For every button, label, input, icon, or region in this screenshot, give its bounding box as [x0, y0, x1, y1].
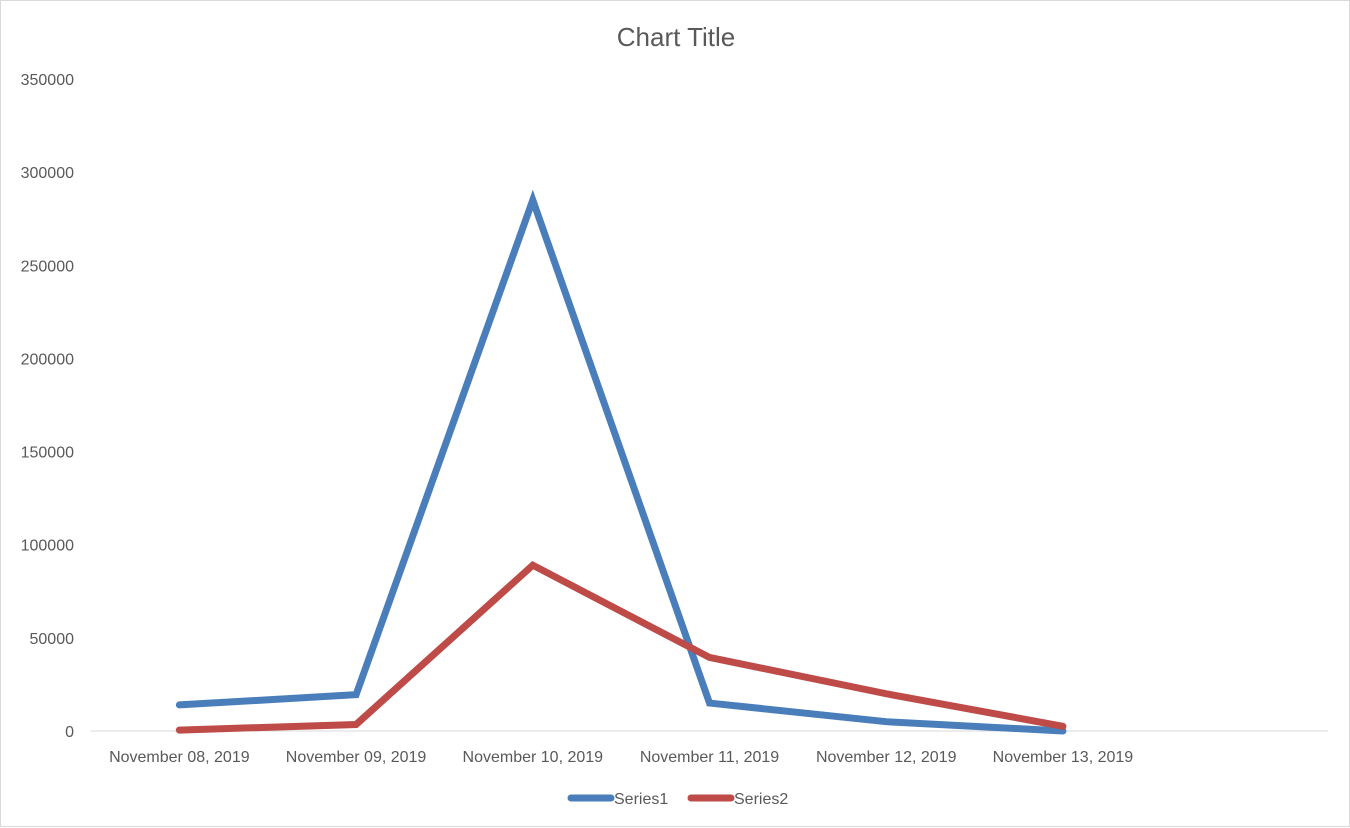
x-tick-label: November 10, 2019: [463, 749, 604, 766]
legend-label-2: Series2: [734, 791, 788, 808]
y-tick-label: 100000: [21, 538, 74, 555]
chart-title: Chart Title: [617, 22, 736, 52]
y-axis-ticks: 0 50000 100000 150000 200000 250000 300000 3500…: [21, 72, 74, 741]
x-tick-label: November 08, 2019: [109, 749, 250, 766]
y-tick-label: 0: [65, 724, 74, 741]
series-line-2: [175, 560, 1067, 734]
series-lines: [175, 189, 1067, 735]
x-tick-label: November 09, 2019: [286, 749, 427, 766]
x-tick-label: November 13, 2019: [993, 749, 1134, 766]
legend-label-1: Series1: [614, 791, 668, 808]
y-tick-label: 350000: [21, 72, 74, 89]
y-tick-label: 200000: [21, 351, 74, 368]
legend: Series1 Series2: [567, 791, 788, 808]
y-tick-label: 150000: [21, 445, 74, 462]
y-tick-label: 300000: [21, 165, 74, 182]
y-tick-label: 50000: [30, 631, 75, 648]
x-tick-label: November 12, 2019: [816, 749, 957, 766]
x-tick-label: November 11, 2019: [640, 749, 779, 766]
series-line-1: [175, 189, 1067, 735]
y-tick-label: 250000: [21, 258, 74, 275]
x-axis-ticks: November 08, 2019 November 09, 2019 Novemb…: [109, 749, 1133, 766]
